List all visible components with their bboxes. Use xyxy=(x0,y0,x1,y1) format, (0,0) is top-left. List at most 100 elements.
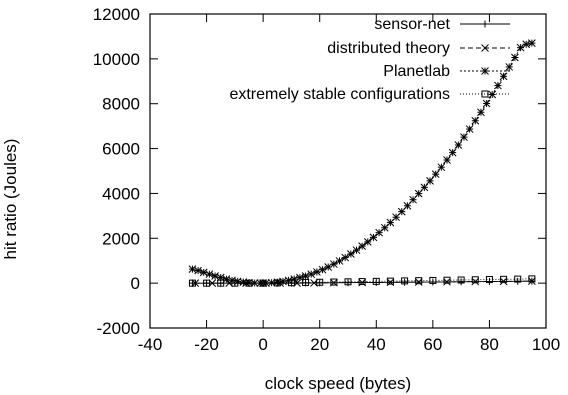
data-point xyxy=(344,278,352,286)
legend-label: sensor-net xyxy=(374,16,450,33)
data-point xyxy=(429,276,437,284)
data-point xyxy=(420,183,429,192)
legend-marker xyxy=(481,44,489,52)
data-point xyxy=(482,99,491,108)
y-tick-label: 4000 xyxy=(102,184,140,203)
data-point xyxy=(511,53,519,62)
series-line xyxy=(192,278,532,284)
x-tick-label: 80 xyxy=(480,335,499,354)
data-point xyxy=(352,246,361,255)
data-point xyxy=(448,148,457,157)
data-point xyxy=(485,276,493,284)
data-point xyxy=(188,265,197,273)
data-point xyxy=(409,195,417,204)
y-tick-label: 8000 xyxy=(102,95,140,114)
legend-marker xyxy=(481,67,489,75)
data-point xyxy=(217,279,225,287)
y-tick-label: 12000 xyxy=(93,5,140,24)
data-point xyxy=(528,275,536,283)
legend-marker xyxy=(481,90,489,98)
y-tick-label: -2000 xyxy=(97,319,140,338)
data-point xyxy=(358,278,366,286)
data-point xyxy=(316,278,324,286)
data-point xyxy=(287,279,295,287)
data-point xyxy=(443,277,451,286)
data-point xyxy=(330,260,338,268)
legend-label: distributed theory xyxy=(327,40,450,57)
y-tick-label: 10000 xyxy=(93,50,140,69)
data-point xyxy=(443,156,451,164)
data-point xyxy=(426,177,434,185)
y-tick-label: 2000 xyxy=(102,229,140,248)
data-point xyxy=(414,189,423,198)
data-point xyxy=(199,268,208,277)
data-point xyxy=(386,277,394,285)
data-point xyxy=(346,250,355,258)
data-point xyxy=(335,257,344,265)
axis-ticks: -40 -20 0 20 40 60 80 100 -2000 0 2000 4000 6000 8000… xyxy=(93,5,560,354)
data-point xyxy=(528,277,536,285)
data-point xyxy=(330,278,338,286)
data-point xyxy=(454,141,463,149)
x-tick-label: -20 xyxy=(194,335,219,354)
y-axis-label-group: hit ratio (Joules) xyxy=(1,139,20,260)
data-point xyxy=(372,277,380,285)
data-point xyxy=(471,277,480,286)
data-point xyxy=(401,277,409,285)
data-point xyxy=(205,270,214,279)
data-point xyxy=(465,125,474,133)
legend-marker xyxy=(481,20,489,28)
x-tick-label: 60 xyxy=(423,335,442,354)
data-point xyxy=(471,276,479,284)
data-point xyxy=(437,163,446,172)
data-point xyxy=(414,278,423,286)
data-point xyxy=(375,228,383,237)
data-point xyxy=(403,201,412,210)
data-point xyxy=(273,279,281,287)
data-point xyxy=(431,170,440,178)
data-point xyxy=(194,266,202,275)
data-point xyxy=(301,272,310,280)
data-point xyxy=(302,278,310,286)
data-point xyxy=(457,276,465,284)
data-point xyxy=(259,279,267,287)
legend-label: extremely stable configurations xyxy=(229,86,450,103)
series-layer xyxy=(188,39,536,287)
x-axis-label: clock speed (bytes) xyxy=(265,374,411,393)
x-tick-label: -40 xyxy=(138,335,163,354)
y-axis-label: hit ratio (Joules) xyxy=(1,139,20,260)
data-point xyxy=(499,72,508,81)
x-tick-label: 20 xyxy=(310,335,329,354)
series-extremely-stable-configurations xyxy=(188,275,536,287)
data-point xyxy=(231,279,239,287)
y-tick-label: 0 xyxy=(131,274,140,293)
data-point xyxy=(443,276,451,284)
data-point xyxy=(505,63,514,71)
data-point xyxy=(488,90,497,99)
data-point xyxy=(245,279,253,287)
x-tick-label: 40 xyxy=(367,335,386,354)
data-point xyxy=(363,238,372,246)
data-point xyxy=(477,108,485,117)
data-point xyxy=(500,275,508,283)
data-point xyxy=(369,233,378,242)
data-point xyxy=(460,133,468,141)
data-point xyxy=(528,39,536,48)
x-tick-label: 0 xyxy=(258,335,267,354)
x-tick-label: 100 xyxy=(532,335,560,354)
data-point xyxy=(499,277,508,286)
legend: sensor-net distributed theory Planetlab ext… xyxy=(229,16,510,103)
series-planetlab xyxy=(188,39,536,287)
data-point xyxy=(188,279,196,287)
data-point xyxy=(514,275,522,283)
data-point xyxy=(211,272,219,280)
data-point xyxy=(471,116,480,125)
y-tick-label: 6000 xyxy=(102,140,140,159)
data-point xyxy=(415,277,423,285)
data-point xyxy=(203,279,211,287)
data-point xyxy=(358,242,366,250)
legend-label: Planetlab xyxy=(383,63,450,80)
data-point xyxy=(494,81,502,90)
plot-frame xyxy=(149,13,547,329)
